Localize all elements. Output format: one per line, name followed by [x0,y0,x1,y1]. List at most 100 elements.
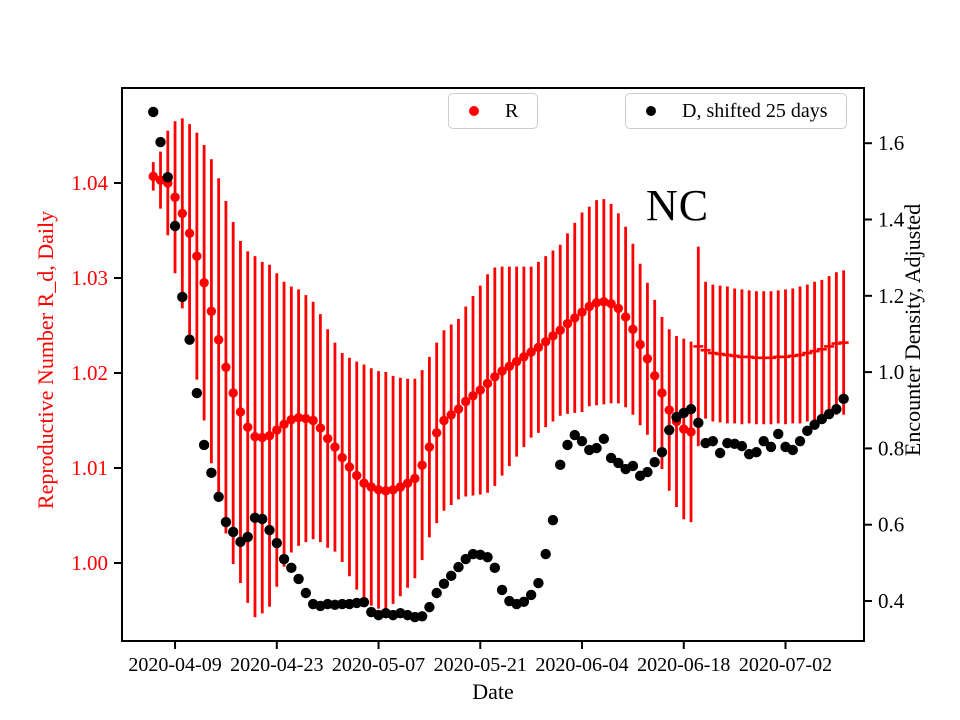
r-dash-point [758,356,769,360]
r-marker-icon [469,106,479,116]
d-point [177,291,188,303]
d-point [438,578,450,590]
d-marker-icon [646,106,656,116]
r-dash-point [787,354,798,358]
x-tick-label: 2020-07-02 [739,654,832,676]
d-point [169,220,181,232]
r-dash-point [809,349,820,353]
d-point [286,562,297,574]
r-dash-point [824,345,835,348]
r-dash-point [831,342,842,345]
r-dash-point [838,341,849,344]
r-point [599,297,609,307]
legend-d: D, shifted 25 days [625,93,847,129]
d-point [198,439,210,451]
d-point [656,447,668,458]
r-point [315,423,326,433]
d-point [809,419,820,430]
d-point [794,435,806,447]
y-tick-label-right: 1.4 [878,208,905,232]
d-point [816,413,828,425]
r-point [540,336,551,347]
r-point [504,361,515,372]
y-tick-label-right: 1.6 [878,131,904,155]
r-dash-point [773,355,784,359]
r-point [453,404,464,414]
d-point [598,433,610,445]
r-point [235,407,246,417]
d-point [162,171,173,183]
d-point [547,514,559,526]
r-point [461,396,471,407]
r-point [635,339,645,350]
r-point [337,452,347,463]
d-point [787,444,798,456]
d-point [569,429,580,441]
r-point [511,356,522,367]
d-point [555,459,566,471]
x-tick-label: 2020-04-09 [128,654,221,676]
d-point [358,596,370,608]
y-axis-label-left: Reproductive Number R_d, Daily [33,210,58,510]
r-dash-point [744,355,755,359]
d-point [489,562,501,574]
d-point [525,589,537,601]
d-point [293,573,304,585]
d-point [184,334,195,345]
d-point [278,553,290,565]
d-point [213,491,224,503]
r-point [257,432,267,443]
y-tick-label-right: 1.2 [878,284,904,308]
d-point [591,442,602,454]
d-point [802,425,813,437]
d-point [576,435,588,447]
r-dash-point [736,355,747,359]
r-point [439,415,449,426]
d-point [765,441,777,453]
r-point [148,171,158,182]
r-dash-point [729,354,740,358]
r-point [322,433,333,444]
r-point [228,388,238,398]
y-tick-label-left: 1.00 [71,551,108,575]
d-point [613,457,624,469]
d-point [707,435,719,447]
x-tick-label: 2020-06-18 [637,654,730,676]
r-dash-point [765,356,776,360]
r-point [533,342,544,353]
d-point [337,598,348,610]
r-point [359,478,369,488]
d-point [751,447,762,458]
d-point [206,467,217,479]
d-point [460,553,471,565]
r-point [468,391,478,401]
d-point [446,570,457,582]
d-point [257,513,268,525]
d-point [605,452,617,464]
y-tick-label-left: 1.04 [71,171,108,195]
d-point [533,577,544,589]
r-point [642,354,653,364]
r-point [620,312,631,322]
r-point [272,425,282,435]
d-point [453,561,464,573]
d-point [627,460,639,472]
d-point [431,587,442,599]
r-point [170,192,180,202]
r-point [410,473,420,484]
r-point [286,414,297,425]
r-point [293,412,304,423]
r-point [555,325,565,335]
d-point [300,587,312,599]
r-point [308,415,318,426]
d-point [540,548,551,560]
r-point [628,324,638,335]
d-point [562,439,573,451]
d-point [155,136,166,148]
r-point [402,478,413,488]
d-point [823,408,835,420]
d-point [773,428,784,440]
d-point [693,417,704,429]
